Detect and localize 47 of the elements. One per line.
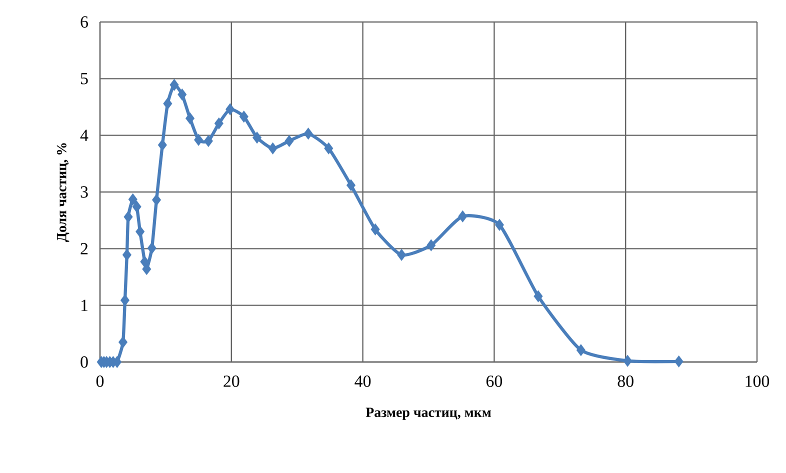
point	[239, 110, 248, 123]
point	[674, 355, 684, 368]
point	[118, 336, 128, 348]
x-tick-label: 100	[746, 376, 770, 387]
point	[623, 354, 632, 367]
point	[370, 223, 380, 236]
point	[147, 242, 156, 254]
point	[576, 344, 586, 356]
y-tick-label: 2	[80, 243, 88, 254]
x-tick-label: 0	[96, 376, 104, 387]
y-tick-label: 4	[80, 130, 88, 141]
point	[163, 98, 172, 110]
point	[226, 103, 235, 116]
point	[178, 88, 187, 101]
point	[214, 117, 224, 130]
x-axis-title: Размер частиц, мкм	[366, 408, 491, 420]
point	[136, 226, 145, 238]
point	[170, 78, 179, 91]
x-tick-label: 20	[224, 376, 240, 387]
point	[204, 134, 213, 148]
point	[458, 210, 468, 222]
point	[426, 239, 436, 252]
y-tick-label: 3	[80, 186, 88, 198]
point	[304, 128, 313, 140]
point	[494, 218, 504, 231]
point	[346, 179, 356, 192]
point	[397, 248, 406, 261]
point	[120, 294, 130, 306]
point	[534, 290, 543, 302]
y-tick-label: 0	[80, 356, 88, 368]
point	[124, 210, 133, 223]
y-tick-label: 6	[80, 16, 88, 28]
x-tick-label: 40	[354, 376, 371, 387]
point	[152, 194, 162, 206]
y-axis-title: Доля частиц, %	[56, 143, 70, 242]
y-tick-label: 1	[81, 300, 88, 311]
y-tick-label: 5	[80, 73, 88, 84]
point	[268, 142, 278, 154]
point	[185, 112, 195, 124]
point	[324, 142, 334, 154]
point	[194, 134, 204, 146]
point	[284, 134, 294, 148]
point	[132, 200, 142, 213]
x-tick-label: 80	[618, 376, 634, 387]
x-tick-label: 60	[486, 376, 502, 387]
point	[252, 132, 262, 144]
point	[128, 193, 138, 206]
